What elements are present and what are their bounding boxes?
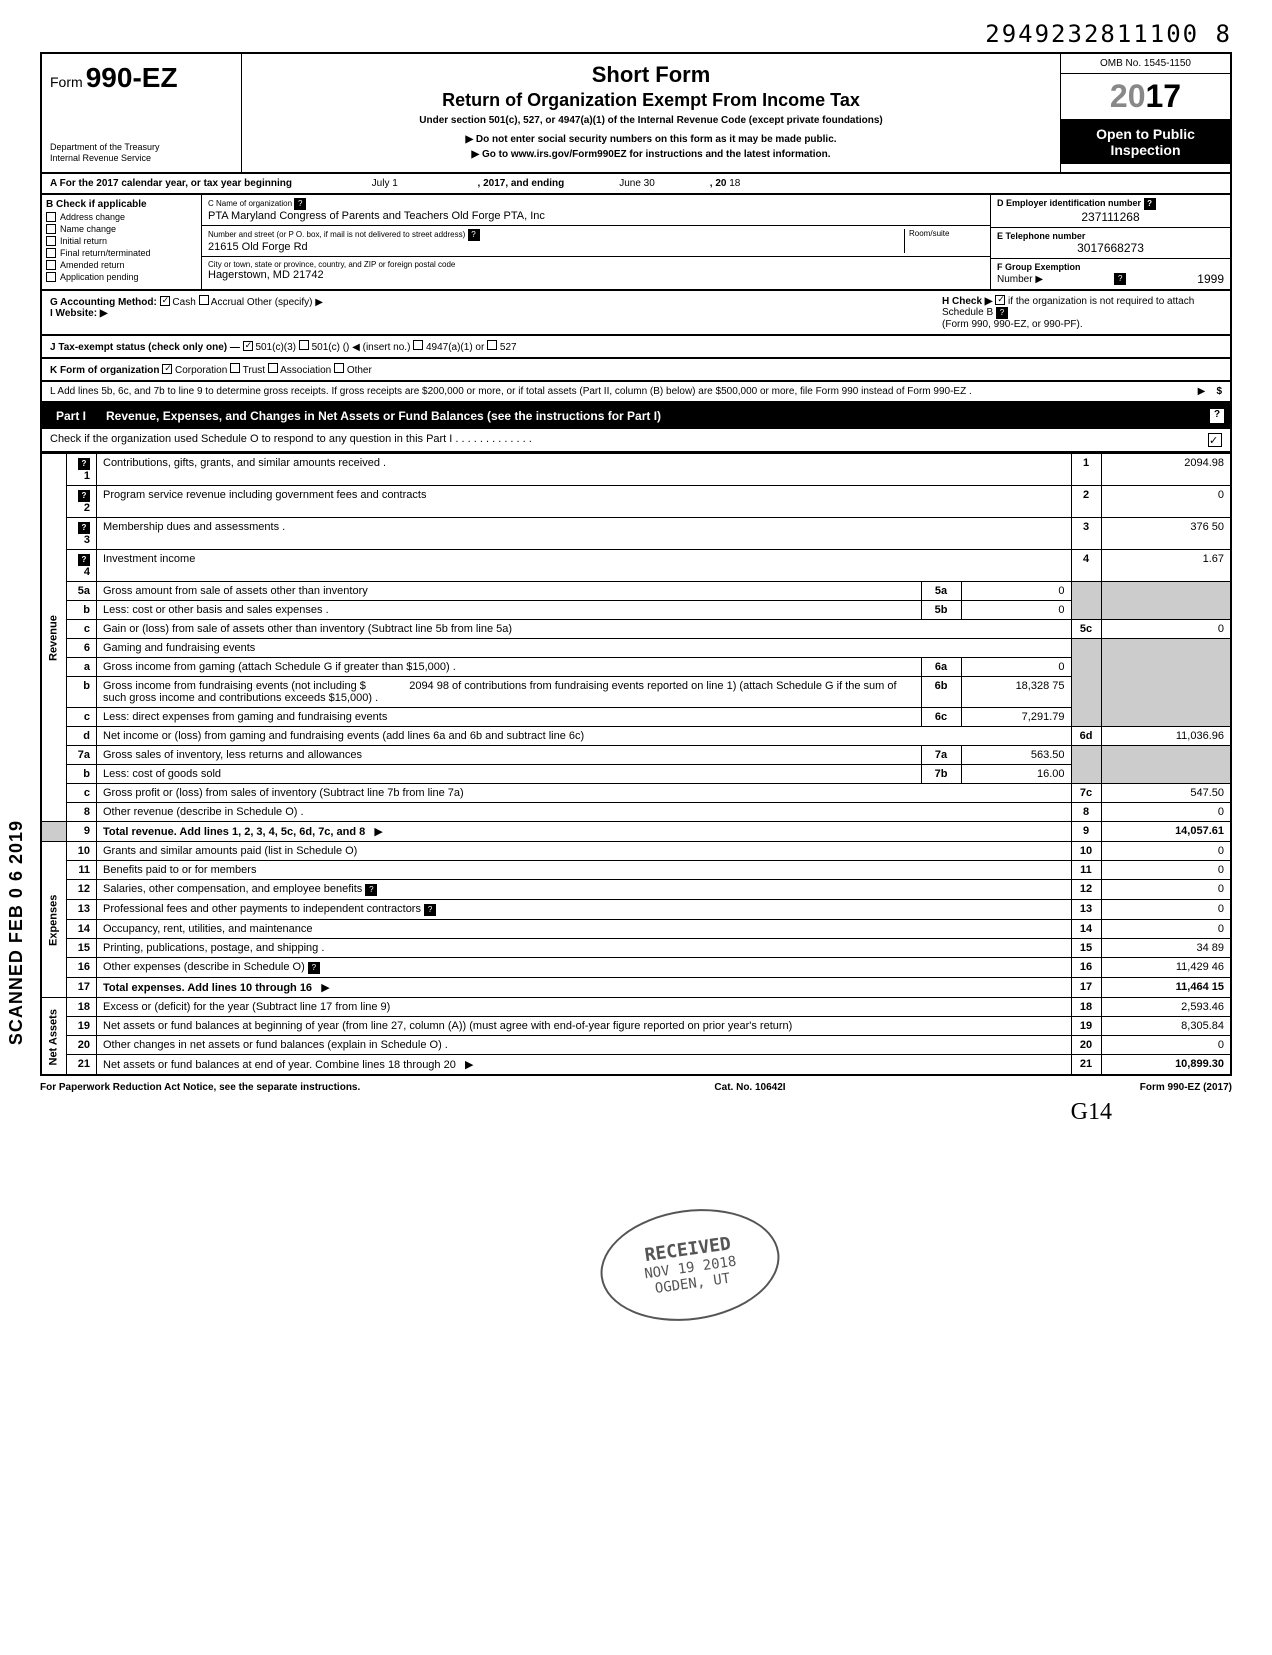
checkbox-initial[interactable] [46,236,56,246]
row-a-tax-year: A For the 2017 calendar year, or tax yea… [40,174,1232,195]
phone-value: 3017668273 [997,241,1224,255]
line9-amount: 14,057.61 [1101,822,1231,842]
help-icon[interactable]: ? [308,962,320,974]
checkbox-501c[interactable] [299,340,309,350]
dept-line1: Department of the Treasury [50,142,233,153]
line6c-amount: 7,291.79 [961,708,1071,727]
check-schedule-o: Check if the organization used Schedule … [40,429,1232,453]
line1-amount: 2094.98 [1101,454,1231,486]
line6d-amount: 11,036.96 [1101,727,1231,746]
form-header: Form 990-EZ Department of the Treasury I… [40,52,1232,174]
omb-number: OMB No. 1545-1150 [1061,54,1230,74]
line10-amount: 0 [1101,842,1231,861]
line18-amount: 2,593.46 [1101,998,1231,1017]
row-k-org-form: K Form of organization Corporation Trust… [40,359,1232,382]
line6b-amount: 18,328 75 [961,677,1071,708]
line13-amount: 0 [1101,900,1231,920]
title-return: Return of Organization Exempt From Incom… [250,90,1052,111]
checkbox-final[interactable] [46,248,56,258]
received-stamp: RECEIVED NOV 19 2018 OGDEN, UT [593,1198,787,1332]
checkbox-accrual[interactable] [199,295,209,305]
checkbox-name[interactable] [46,224,56,234]
title-short-form: Short Form [250,62,1052,88]
row-l-gross: L Add lines 5b, 6c, and 7b to line 9 to … [40,382,1232,403]
help-icon[interactable]: ? [1114,273,1126,285]
col-d-ids: D Employer identification number ? 23711… [990,195,1230,289]
org-street: 21615 Old Forge Rd [208,241,904,253]
checkbox-pending[interactable] [46,272,56,282]
subtitle: Under section 501(c), 527, or 4947(a)(1)… [250,115,1052,126]
checkbox-schedule-b[interactable] [995,295,1005,305]
part1-header: Part I Revenue, Expenses, and Changes in… [40,403,1232,429]
line7a-amount: 563.50 [961,746,1071,765]
line17-amount: 11,464 15 [1101,978,1231,998]
help-icon[interactable]: ? [424,904,436,916]
col-c-org-info: C Name of organization ? PTA Maryland Co… [202,195,990,289]
line7c-amount: 547.50 [1101,784,1231,803]
line19-amount: 8,305.84 [1101,1017,1231,1036]
row-j-tax-status: J Tax-exempt status (check only one) — 5… [40,336,1232,359]
checkbox-501c3[interactable] [243,341,253,351]
form-label: Form [50,74,83,90]
group-value: 1999 [1197,272,1224,286]
main-financial-table: Revenue ? 1 Contributions, gifts, grants… [40,453,1232,1076]
checkbox-other[interactable] [334,363,344,373]
page-footer: For Paperwork Reduction Act Notice, see … [40,1076,1232,1099]
line5a-amount: 0 [961,582,1071,601]
netassets-label: Net Assets [41,998,67,1076]
line20-amount: 0 [1101,1036,1231,1055]
line15-amount: 34 89 [1101,939,1231,958]
checkbox-schedule-o[interactable] [1208,433,1222,447]
handwritten-note: G14 [40,1099,1232,1126]
line16-amount: 11,429 46 [1101,958,1231,978]
open-to-public: Open to Public Inspection [1061,120,1230,164]
org-name: PTA Maryland Congress of Parents and Tea… [208,210,984,222]
instruction-ssn: ▶ Do not enter social security numbers o… [250,134,1052,145]
line5b-amount: 0 [961,601,1071,620]
checkbox-trust[interactable] [230,363,240,373]
checkbox-amended[interactable] [46,260,56,270]
line5c-amount: 0 [1101,620,1231,639]
form-number: 990-EZ [86,62,178,93]
checkbox-corporation[interactable] [162,364,172,374]
line6a-amount: 0 [961,658,1071,677]
line12-amount: 0 [1101,880,1231,900]
checkbox-4947[interactable] [413,340,423,350]
instruction-url: ▶ Go to www.irs.gov/Form990EZ for instru… [250,149,1052,160]
help-icon[interactable]: ? [1210,409,1224,423]
line8-amount: 0 [1101,803,1231,822]
tax-year: 2017 [1061,74,1230,120]
document-number: 2949232811100 8 [40,20,1232,48]
line11-amount: 0 [1101,861,1231,880]
line14-amount: 0 [1101,920,1231,939]
revenue-label: Revenue [41,454,67,822]
dept-line2: Internal Revenue Service [50,153,233,164]
line3-amount: 376 50 [1101,518,1231,550]
help-icon[interactable]: ? [1144,198,1156,210]
help-icon[interactable]: ? [996,307,1008,319]
help-icon[interactable]: ? [294,198,306,210]
ein-value: 237111268 [997,210,1224,224]
checkbox-cash[interactable] [160,296,170,306]
line4-amount: 1.67 [1101,550,1231,582]
scanned-stamp: SCANNED FEB 0 6 2019 [6,820,27,1045]
line2-amount: 0 [1101,486,1231,518]
checkbox-association[interactable] [268,363,278,373]
checkbox-address[interactable] [46,212,56,222]
checkbox-527[interactable] [487,340,497,350]
col-b-checkboxes: B Check if applicable Address change Nam… [42,195,202,289]
line7b-amount: 16.00 [961,765,1071,784]
help-icon[interactable]: ? [468,229,480,241]
org-city: Hagerstown, MD 21742 [208,269,984,281]
expenses-label: Expenses [41,842,67,998]
section-bcd: B Check if applicable Address change Nam… [40,195,1232,291]
help-icon[interactable]: ? [365,884,377,896]
row-g-accounting: G Accounting Method: Cash Accrual Other … [40,291,1232,336]
line21-amount: 10,899.30 [1101,1055,1231,1076]
